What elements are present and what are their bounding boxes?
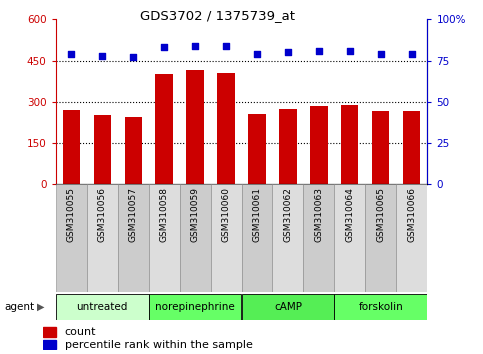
Point [98, 53, 106, 58]
Bar [43, 340, 56, 349]
Point [129, 55, 137, 60]
Bar [86, 184, 117, 292]
Bar [117, 184, 149, 292]
Bar [341, 104, 358, 184]
Bar [217, 73, 235, 184]
Text: norepinephrine: norepinephrine [155, 302, 235, 312]
Bar [366, 184, 397, 292]
Bar [272, 184, 303, 292]
Text: ▶: ▶ [37, 302, 44, 312]
Point [408, 51, 416, 57]
Text: GSM310060: GSM310060 [222, 187, 230, 242]
Text: forskolin: forskolin [358, 302, 403, 312]
Bar [180, 184, 211, 292]
Bar [280, 109, 297, 184]
Bar [311, 106, 327, 184]
Point [191, 43, 199, 48]
Text: GDS3702 / 1375739_at: GDS3702 / 1375739_at [140, 9, 295, 22]
Bar [334, 184, 366, 292]
Point [284, 50, 292, 55]
Point [315, 48, 323, 53]
Bar [56, 184, 86, 292]
Text: GSM310065: GSM310065 [376, 187, 385, 242]
Bar [242, 294, 334, 320]
Bar [43, 327, 56, 337]
Bar [125, 117, 142, 184]
Text: GSM310059: GSM310059 [190, 187, 199, 242]
Text: GSM310066: GSM310066 [408, 187, 416, 242]
Bar [403, 112, 421, 184]
Point [346, 48, 354, 53]
Text: GSM310062: GSM310062 [284, 187, 293, 242]
Bar [303, 184, 334, 292]
Bar [397, 184, 427, 292]
Text: GSM310061: GSM310061 [253, 187, 261, 242]
Text: GSM310063: GSM310063 [314, 187, 324, 242]
Text: GSM310057: GSM310057 [128, 187, 138, 242]
Bar [56, 294, 149, 320]
Bar [334, 294, 427, 320]
Text: GSM310064: GSM310064 [345, 187, 355, 242]
Text: cAMP: cAMP [274, 302, 302, 312]
Text: GSM310056: GSM310056 [98, 187, 107, 242]
Text: percentile rank within the sample: percentile rank within the sample [65, 339, 253, 349]
Point [222, 43, 230, 48]
Text: GSM310058: GSM310058 [159, 187, 169, 242]
Bar [149, 184, 180, 292]
Bar [211, 184, 242, 292]
Text: agent: agent [5, 302, 35, 312]
Bar [372, 112, 389, 184]
Point [253, 51, 261, 57]
Bar [94, 115, 111, 184]
Bar [156, 74, 172, 184]
Bar [248, 114, 266, 184]
Bar [62, 110, 80, 184]
Bar [149, 294, 242, 320]
Bar [242, 184, 272, 292]
Text: count: count [65, 327, 96, 337]
Text: GSM310055: GSM310055 [67, 187, 75, 242]
Point [67, 51, 75, 57]
Point [377, 51, 385, 57]
Bar [186, 70, 203, 184]
Text: untreated: untreated [76, 302, 128, 312]
Point [160, 45, 168, 50]
